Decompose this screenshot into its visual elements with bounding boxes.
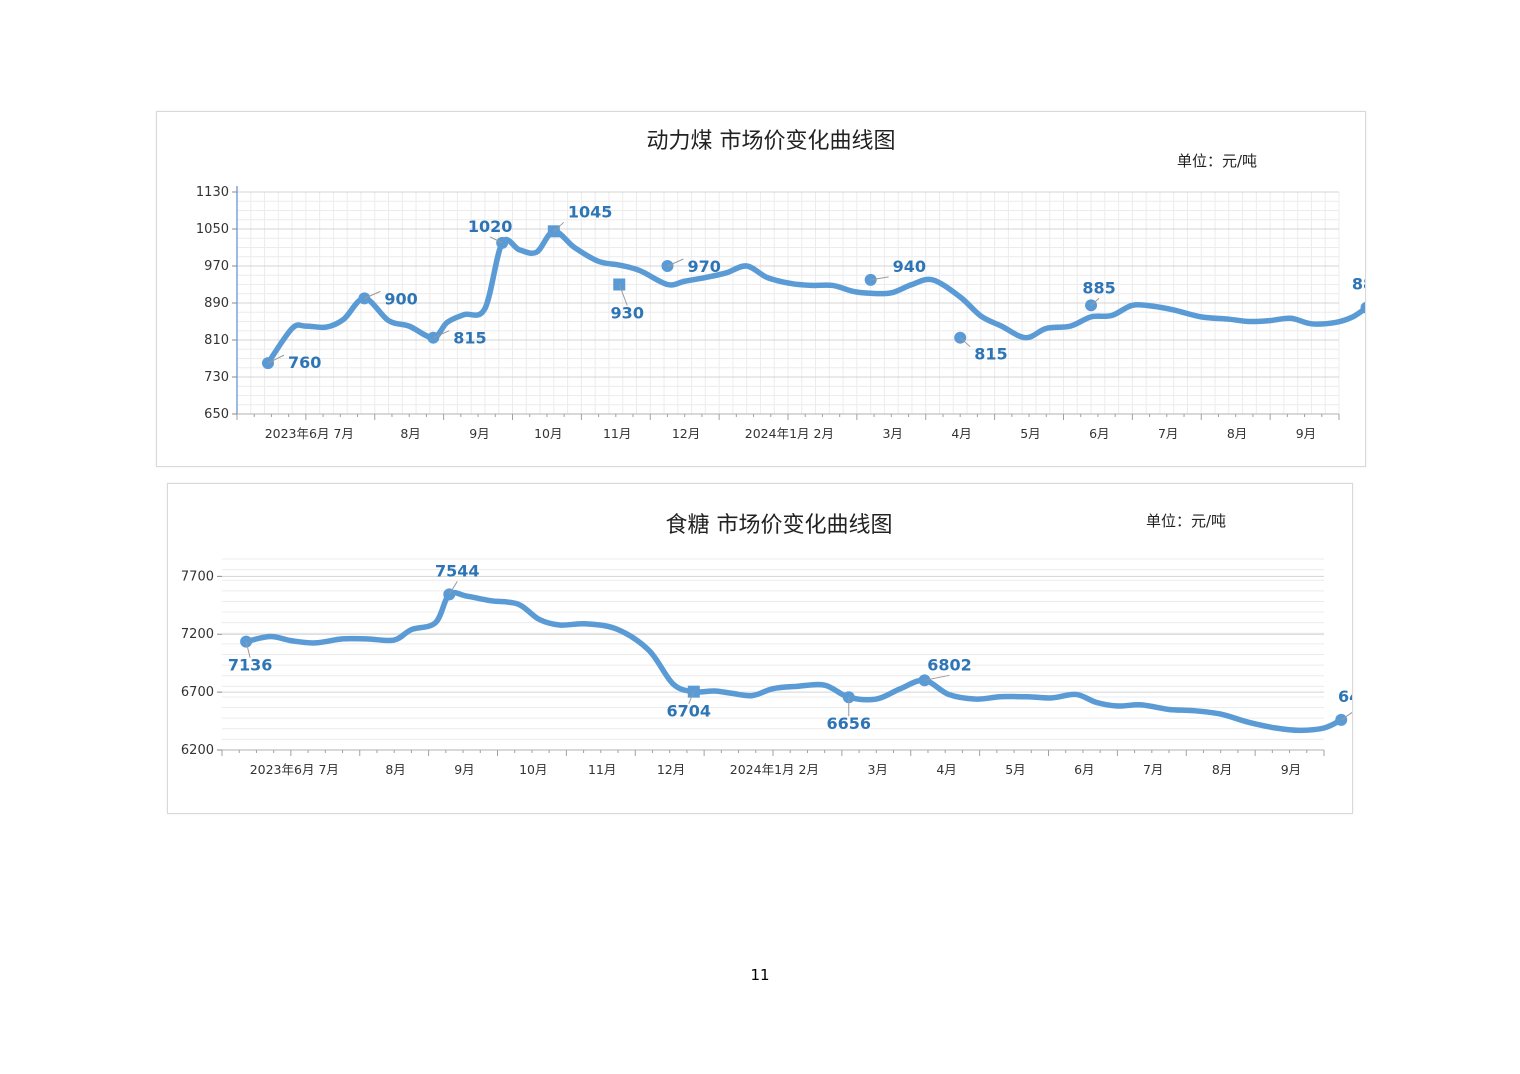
x-tick-label: 10月 (534, 426, 562, 441)
data-point-marker (261, 357, 274, 370)
x-tick-label: 2023年6月 7月 (250, 762, 339, 777)
data-point-label: 1045 (568, 202, 613, 221)
data-point-label: 900 (384, 289, 417, 308)
y-tick-label: 1130 (196, 185, 229, 200)
data-label-leader (688, 691, 695, 704)
data-point-label: 815 (453, 329, 486, 348)
data-label-leader (924, 674, 950, 681)
data-label-leader (667, 258, 684, 267)
data-point-marker (1360, 301, 1365, 314)
data-label-leader (553, 221, 565, 232)
data-point-label: 815 (974, 345, 1007, 364)
x-tick-label: 7月 (1158, 426, 1178, 441)
y-tick-label: 730 (204, 370, 229, 385)
data-point-label: 970 (687, 257, 720, 276)
data-point-marker (240, 635, 253, 648)
data-point-label: 885 (1082, 278, 1115, 297)
x-tick-label: 7月 (1143, 762, 1163, 777)
y-tick-label: 7700 (181, 569, 214, 584)
x-tick-label: 5月 (1005, 762, 1025, 777)
data-point-label: 760 (288, 353, 321, 372)
x-tick-label: 12月 (657, 762, 685, 777)
x-tick-label: 11月 (603, 426, 631, 441)
x-tick-label: 9月 (1281, 762, 1301, 777)
y-tick-label: 650 (204, 407, 229, 422)
sugar-chart-panel: 食糖 市场价变化曲线图 单位：元/吨 6200 6700 7200 7700 2023年… (167, 483, 1353, 814)
data-point-label: 6704 (667, 702, 712, 721)
data-label-leader (433, 330, 450, 339)
y-tick-label: 6200 (181, 743, 214, 758)
x-tick-label: 3月 (882, 426, 902, 441)
data-label-leader (870, 276, 889, 281)
sugar-price-chart: 食糖 市场价变化曲线图 单位：元/吨 6200 6700 7200 7700 2023年… (181, 512, 1352, 777)
plot-grid (222, 558, 1324, 751)
data-label-leader (959, 337, 971, 348)
price-series-line (243, 589, 1344, 734)
data-point-marker (918, 674, 931, 687)
data-label-leader (1090, 297, 1100, 306)
y-tick-label: 6700 (181, 685, 214, 700)
data-point-label: 930 (611, 304, 644, 323)
y-tick-label: 810 (204, 333, 229, 348)
x-tick-label: 2023年6月 7月 (265, 426, 354, 441)
data-point-marker (613, 278, 626, 291)
data-label-leader (364, 290, 381, 299)
x-tick-label: 12月 (672, 426, 700, 441)
data-point-label: 6460 (1338, 687, 1352, 706)
x-tick-label: 8月 (1227, 426, 1247, 441)
x-tick-label: 6月 (1089, 426, 1109, 441)
data-point-label: 7544 (435, 561, 480, 580)
x-tick-label: 9月 (1296, 426, 1316, 441)
x-tick-label: 4月 (936, 762, 956, 777)
sugar-chart-title: 食糖 市场价变化曲线图 (666, 513, 893, 538)
coal-chart-panel: 动力煤 市场价变化曲线图 单位：元/吨 650 730 810 890 970 1050 1… (156, 111, 1366, 467)
y-tick-label: 890 (204, 296, 229, 311)
x-tick-label: 10月 (519, 762, 547, 777)
coal-chart-title: 动力煤 市场价变化曲线图 (647, 129, 896, 154)
x-tick-label: 11月 (588, 762, 616, 777)
y-tick-label: 1050 (196, 222, 229, 237)
y-tick-label: 970 (204, 259, 229, 274)
plot-grid (236, 191, 1340, 415)
sugar-chart-unit: 单位：元/吨 (1146, 512, 1226, 530)
data-point-label: 1020 (468, 217, 513, 236)
data-label-leader (267, 354, 285, 364)
data-point-label: 7136 (228, 656, 273, 675)
y-tick-label: 7200 (181, 627, 214, 642)
x-tick-label: 8月 (1212, 762, 1232, 777)
x-tick-label: 2024年1月 2月 (745, 426, 834, 441)
data-label-leader (1340, 711, 1352, 721)
data-point-label: 6802 (927, 655, 972, 674)
data-point-label: 940 (893, 257, 926, 276)
price-series-line (265, 228, 1365, 366)
coal-chart-unit: 单位：元/吨 (1177, 152, 1257, 170)
data-label-leader (245, 641, 251, 658)
x-tick-label: 6月 (1074, 762, 1094, 777)
x-tick-label: 4月 (951, 426, 971, 441)
page-number: 11 (750, 966, 770, 984)
x-tick-label: 9月 (454, 762, 474, 777)
x-tick-label: 3月 (867, 762, 887, 777)
data-label-leader (448, 581, 458, 595)
data-point-label: 880 (1352, 275, 1365, 294)
data-label-leader (618, 284, 628, 306)
data-point-label: 6656 (826, 714, 871, 733)
coal-price-chart: 动力煤 市场价变化曲线图 单位：元/吨 650 730 810 890 970 1050 1… (196, 129, 1365, 441)
x-tick-label: 8月 (400, 426, 420, 441)
x-tick-label: 8月 (385, 762, 405, 777)
data-label-leader (489, 236, 503, 244)
x-tick-label: 2024年1月 2月 (730, 762, 819, 777)
x-tick-label: 9月 (469, 426, 489, 441)
x-tick-label: 5月 (1020, 426, 1040, 441)
